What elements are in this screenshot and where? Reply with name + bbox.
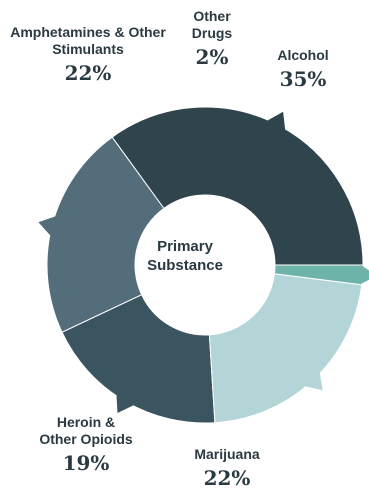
label-alcohol-name: Alcohol [277,47,329,63]
center-label: Primary Substance [147,238,223,274]
label-other-drugs: Other Drugs 2% [180,8,244,69]
label-marijuana-value: 22% [203,466,251,490]
label-marijuana-name: Marijuana [194,446,260,462]
label-other-drugs-value: 2% [195,45,229,69]
label-alcohol-value: 35% [279,67,327,91]
pointer-other-drugs [359,265,369,285]
label-amphetamines-name: Amphetamines & Other Stimulants [10,24,166,57]
pointer-heroin [116,393,136,414]
label-heroin-value: 19% [62,451,110,475]
donut-hole [135,195,275,335]
label-other-drugs-name: Other Drugs [191,8,233,41]
pointer-marijuana [38,215,57,237]
pointer-amphetamines [303,370,323,391]
label-amphetamines-value: 22% [64,61,112,85]
label-heroin: Heroin & Other Opioids 19% [38,414,134,475]
pointer-alcohol [265,111,286,132]
label-heroin-name: Heroin & Other Opioids [39,414,133,447]
label-alcohol: Alcohol 35% [258,47,348,91]
label-amphetamines: Amphetamines & Other Stimulants 22% [4,24,172,85]
label-marijuana: Marijuana 22% [182,446,272,490]
